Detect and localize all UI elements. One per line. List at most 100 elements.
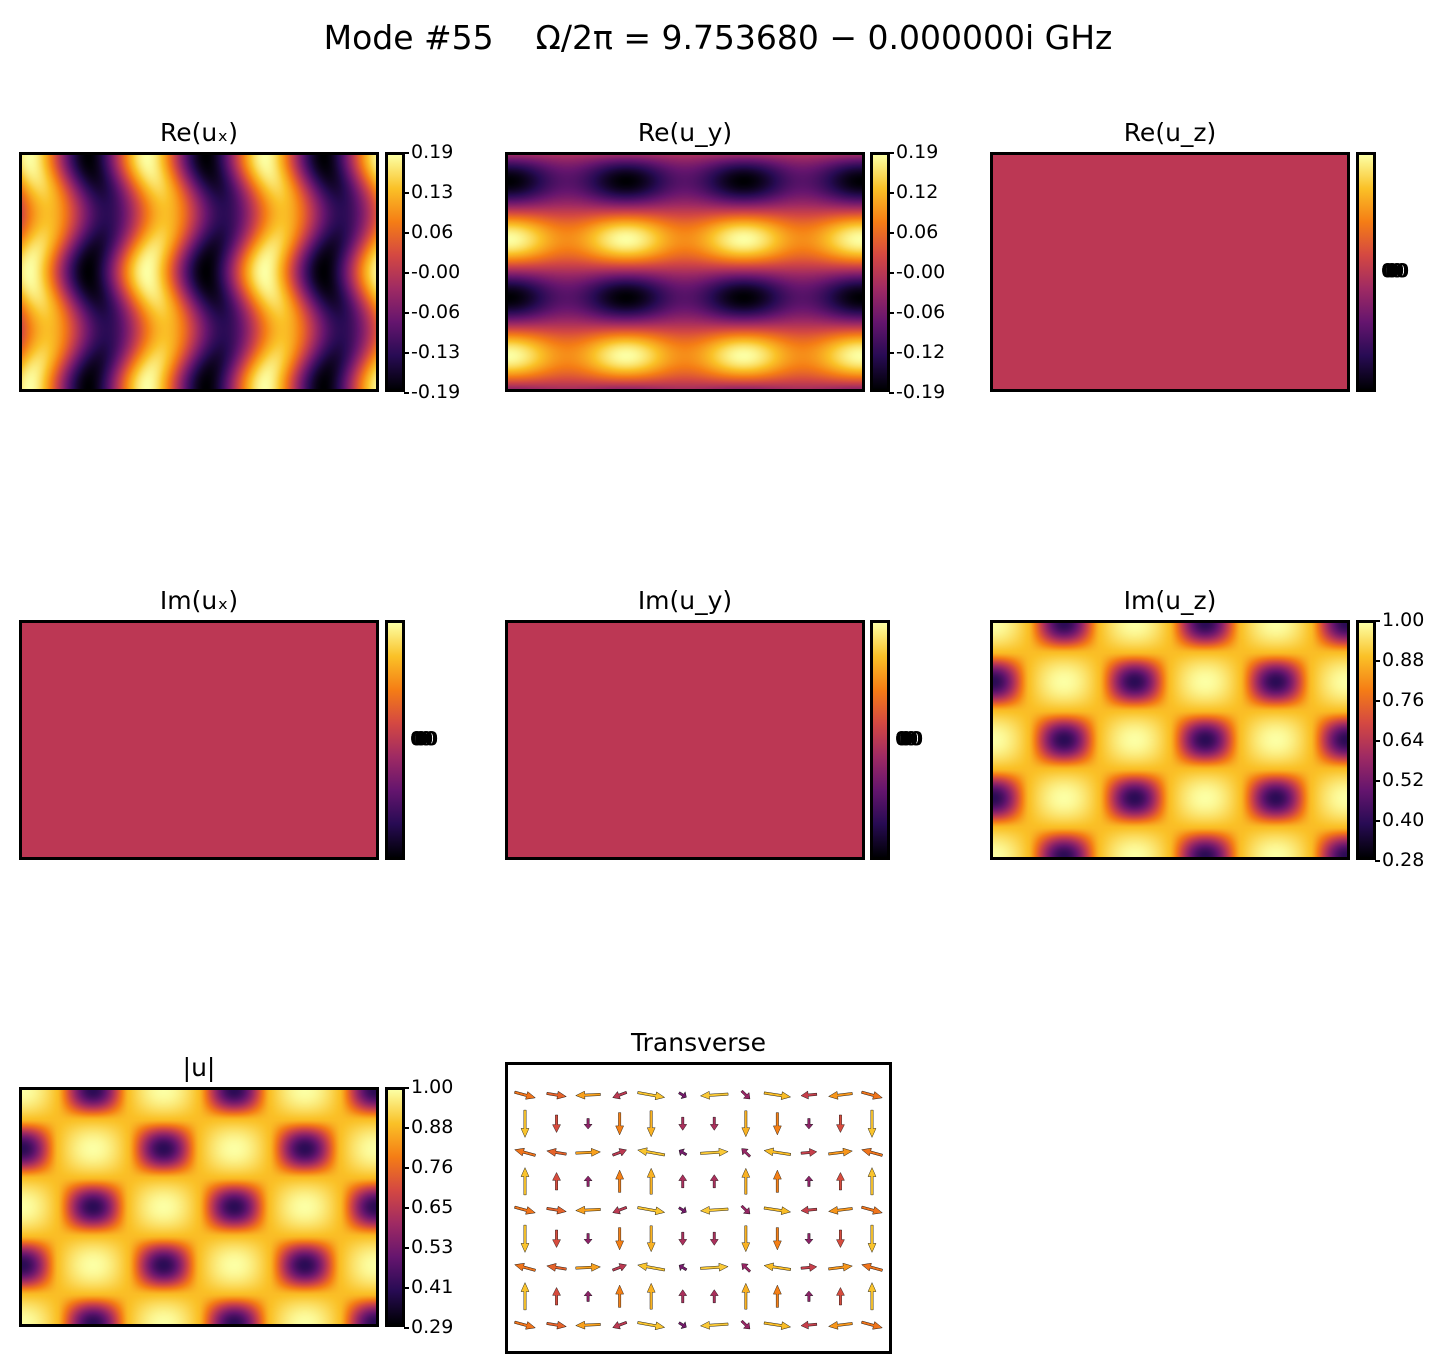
colorbar-tick-label: -0.00 [403,261,461,283]
quiver-arrow [552,1172,561,1191]
quiver-arrow [520,1167,530,1196]
quiver-arrow [575,1148,601,1157]
quiver-arrow [546,1090,567,1100]
quiver-arrow [575,1320,601,1330]
quiver-arrow [773,1169,782,1193]
colorbar [385,620,405,860]
heatmap-plot [505,152,865,392]
heatmap-plot [990,620,1350,860]
colorbar-tick-label: 0.13 [403,181,454,203]
heatmap-plot [505,620,865,860]
quiver-arrow [763,1321,792,1330]
colorbar [385,152,405,392]
quiver-arrow [800,1320,818,1330]
quiver-arrow [773,1284,782,1308]
colorbar-tick-label: -0.06 [403,301,461,323]
quiver-arrow [546,1205,567,1215]
quiver-arrow [828,1206,853,1215]
colorbar-tick-label: 0.41 [403,1276,454,1298]
quiver-arrow [678,1116,688,1131]
colorbar [1356,620,1376,860]
quiver-arrow [741,1148,752,1158]
quiver-arrow [709,1174,719,1189]
quiver-arrow [804,1118,814,1130]
quiver-arrow [861,1205,883,1215]
colorbar-tick-label: 0.28 [1374,849,1425,871]
colorbar-tick-label: 0.76 [1374,689,1425,711]
quiver-arrow [800,1148,818,1157]
panel-title: Im(u_z) [1123,586,1217,615]
quiver-arrow [546,1320,567,1330]
quiver-arrow [741,1167,751,1195]
panel-title: Re(uₓ) [159,118,239,147]
quiver-arrow [615,1284,624,1308]
quiver-arrow [678,1206,687,1214]
quiver-arrow [637,1206,666,1216]
quiver-arrow [678,1321,687,1329]
quiver-arrow [699,1205,729,1215]
quiver-arrow [575,1205,601,1215]
quiver-arrow [678,1289,688,1304]
quiver-arrow [612,1091,628,1100]
quiver-arrow [612,1321,628,1330]
quiver-plot [505,1062,892,1354]
colorbar-tick-label: 0.64 [1374,729,1425,751]
quiver-arrow [646,1282,656,1310]
colorbar-tick-label: 0.000 [410,728,437,750]
quiver-arrow [741,1225,751,1253]
quiver-arrow [867,1167,877,1196]
heatmap-image [508,155,862,389]
quiver-arrow [637,1262,666,1272]
colorbar-tick-label: 1.00 [1374,609,1425,631]
colorbar-tick-label: -0.13 [403,341,461,363]
panel-title: Im(u_y) [637,586,733,615]
panel-title: Re(u_z) [1123,118,1217,147]
colorbar [870,152,890,392]
quiver-arrow [836,1229,845,1248]
quiver-arrow [514,1262,536,1272]
quiver-arrow [773,1227,782,1251]
quiver-arrow [763,1147,792,1157]
colorbar-tick-label: 0.88 [403,1116,454,1138]
quiver-arrow [867,1224,877,1253]
quiver-arrow [520,1282,530,1311]
quiver-arrow [709,1116,719,1131]
quiver-arrow [678,1231,688,1246]
heatmap-image [993,623,1347,857]
quiver-arrow [615,1112,624,1136]
colorbar-tick-label: 0.53 [403,1236,454,1258]
quiver-arrow [804,1233,814,1245]
quiver-arrow [520,1109,530,1138]
quiver-arrow [612,1148,627,1157]
quiver-arrow [828,1262,853,1272]
quiver-arrow [861,1320,883,1330]
quiver-arrow [583,1175,593,1187]
quiver-arrow [615,1227,624,1251]
colorbar-tick-label: 0.65 [403,1196,454,1218]
quiver-arrow [583,1290,593,1302]
quiver-arrow [678,1148,688,1157]
colorbar-tick-label: 0.29 [403,1316,454,1338]
quiver-arrow [514,1205,536,1215]
quiver-arrow [678,1091,687,1099]
quiver-arrow [828,1147,853,1157]
quiver-arrow [836,1287,845,1306]
quiver-arrow [678,1263,688,1272]
quiver-arrow [763,1206,792,1215]
quiver-arrow [514,1090,536,1100]
colorbar-tick-label: 0.88 [1374,649,1425,671]
quiver-arrow [552,1114,561,1133]
colorbar-tick-label: 0.06 [403,221,454,243]
quiver-arrow [699,1320,729,1330]
colorbar-tick-label: 0.40 [1374,809,1425,831]
quiver-arrow [804,1175,814,1187]
quiver-arrow [867,1282,877,1311]
quiver-arrow [612,1206,628,1215]
quiver-arrow [773,1112,782,1136]
quiver-arrow [804,1290,814,1302]
quiver-arrow [740,1319,751,1330]
quiver-arrow [836,1172,845,1191]
quiver-arrow [552,1287,561,1306]
colorbar-tick-label: 0.06 [888,221,939,243]
quiver-arrow [552,1229,561,1248]
